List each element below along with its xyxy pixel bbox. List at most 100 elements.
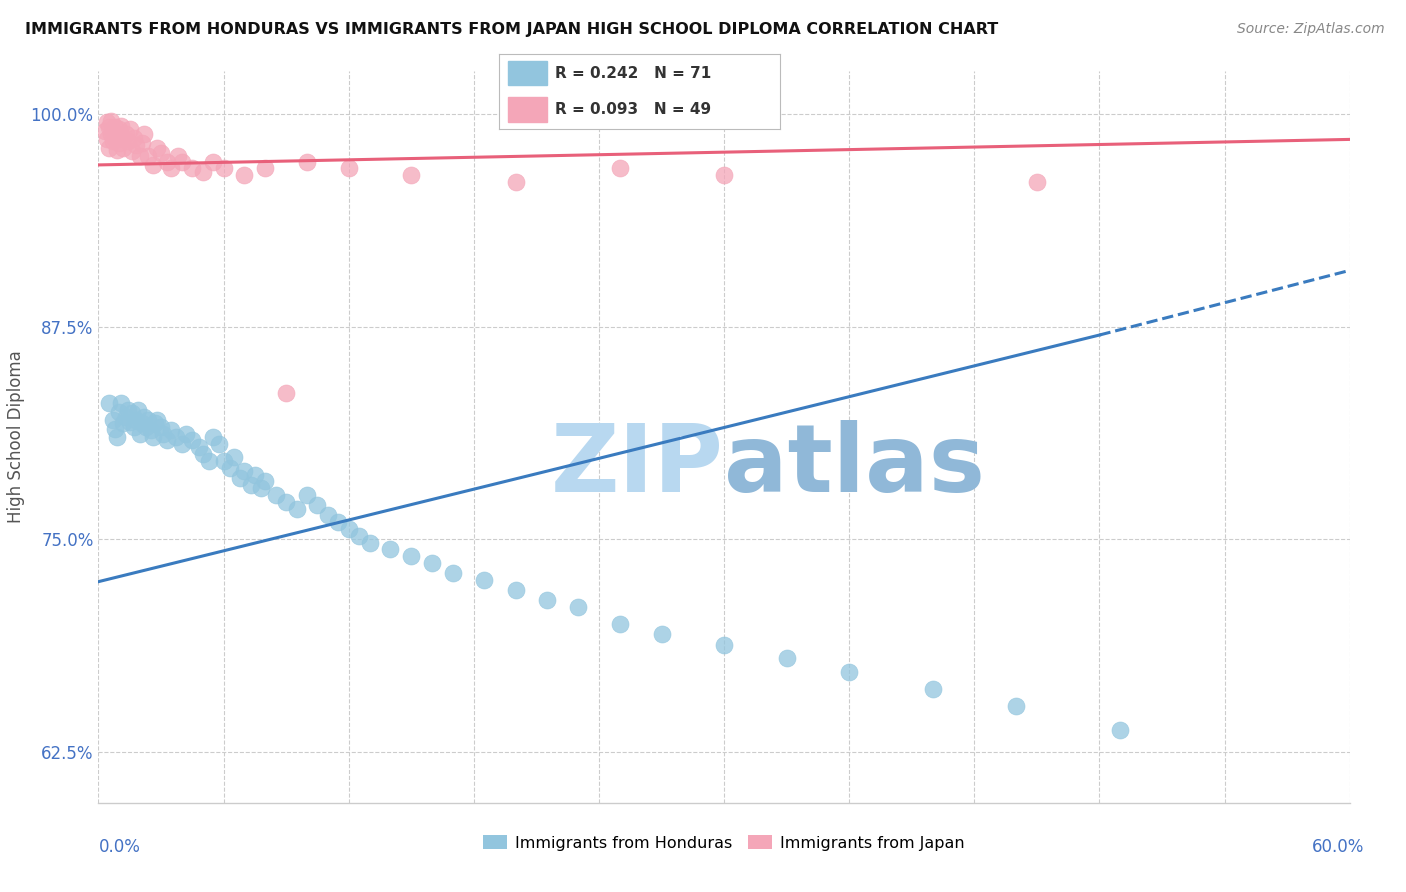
Point [97,396,120,410]
Point [264,488,287,502]
Point [117,134,139,148]
Text: 0.0%: 0.0% [98,838,141,856]
Point [112,417,135,431]
Point [401,168,423,182]
Point [274,385,298,400]
Point [1109,723,1132,737]
Point [505,175,527,189]
Point [139,423,162,437]
Point [401,549,423,563]
Point [181,434,204,448]
Text: IMMIGRANTS FROM HONDURAS VS IMMIGRANTS FROM JAPAN HIGH SCHOOL DIPLOMA CORRELATIO: IMMIGRANTS FROM HONDURAS VS IMMIGRANTS F… [25,22,998,37]
Point [347,529,370,543]
Point [536,593,558,607]
Point [254,161,277,176]
Point [218,460,240,475]
Point [134,409,156,424]
Point [420,556,443,570]
Point [160,161,183,176]
Point [222,450,245,465]
Point [135,420,157,434]
Point [96,132,118,146]
Point [129,426,152,441]
Point [239,477,262,491]
Point [117,402,139,417]
Point [96,115,118,129]
Point [233,168,256,182]
Point [187,440,209,454]
Point [505,583,527,598]
Point [170,154,193,169]
Point [170,437,193,451]
Point [142,158,165,172]
Point [97,141,120,155]
Point [131,417,153,431]
Point [160,423,183,437]
Bar [508,97,547,122]
Point [212,454,235,468]
Point [104,421,127,435]
Point [295,154,318,169]
Point [233,464,256,478]
Point [776,651,799,665]
Point [472,573,495,587]
Point [105,128,128,142]
Point [165,430,187,444]
Point [146,413,169,427]
Point [122,130,145,145]
Point [121,145,143,159]
Point [295,488,318,502]
Point [181,161,204,176]
Point [156,154,179,169]
Point [243,467,266,482]
Point [274,494,298,508]
Point [359,535,381,549]
Point [105,143,128,157]
Point [156,434,179,448]
Point [110,130,132,145]
Point [101,124,124,138]
Point [118,415,141,429]
Point [100,128,122,142]
Point [1005,698,1028,713]
Point [651,627,673,641]
Point [108,122,131,136]
Point [202,430,225,444]
Point [567,600,589,615]
Point [125,137,148,152]
Point [191,165,214,179]
Point [166,149,188,163]
Point [307,498,329,512]
Point [146,141,169,155]
Text: Source: ZipAtlas.com: Source: ZipAtlas.com [1237,22,1385,37]
Point [198,454,221,468]
Point [150,146,173,161]
Point [142,430,165,444]
Text: R = 0.242   N = 71: R = 0.242 N = 71 [555,66,711,81]
Point [104,120,127,135]
Point [337,161,360,176]
Point [134,128,156,142]
Point [152,426,174,441]
Point [101,413,124,427]
Point [254,475,277,489]
Point [250,481,273,495]
Point [316,508,339,523]
Point [101,134,124,148]
Point [100,113,122,128]
Point [110,396,132,410]
Point [143,417,166,431]
Point [208,437,231,451]
Point [713,168,735,182]
Point [713,638,735,652]
Point [104,130,127,145]
Text: R = 0.093   N = 49: R = 0.093 N = 49 [555,102,711,117]
Y-axis label: High School Diploma: High School Diploma [7,351,25,524]
Point [609,161,631,176]
Point [191,447,214,461]
Point [609,617,631,632]
Point [108,136,131,150]
Point [93,124,115,138]
Text: 60.0%: 60.0% [1312,838,1364,856]
Point [122,420,145,434]
